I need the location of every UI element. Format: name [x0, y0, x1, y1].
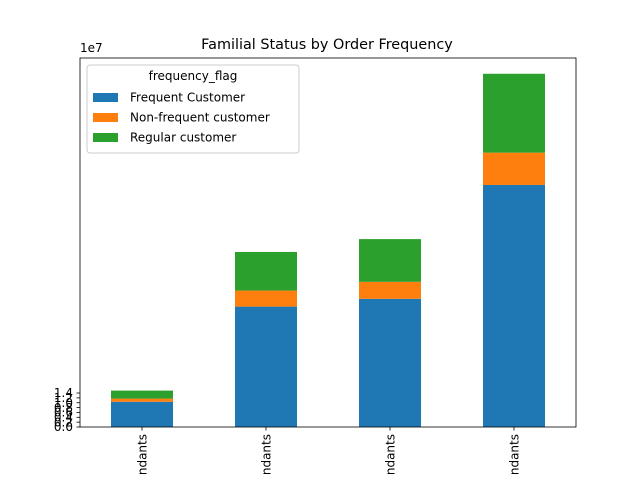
legend-box — [86, 64, 300, 154]
axes-frame — [79, 57, 577, 428]
legend-label-3: Regular customer — [130, 131, 236, 145]
legend: frequency_flag Frequent Customer Non-frequ… — [86, 64, 300, 154]
bar-segment-1-category-4 — [483, 184, 545, 427]
legend-swatch-1 — [93, 93, 118, 102]
bar-segment-2-category-3 — [359, 281, 421, 299]
bar-segment-2-category-1 — [111, 398, 173, 402]
y-tick-label: 1.4 — [54, 386, 73, 400]
y-tick-label: 1.2 — [54, 391, 73, 405]
y-tick-label: 0.4 — [54, 410, 73, 424]
bar-segment-2-category-4 — [483, 152, 545, 185]
bars-layer — [111, 73, 545, 427]
x-tick-label: ndants — [260, 434, 274, 475]
y-tick-label: 0.6 — [54, 406, 73, 420]
chart-title: Familial Status by Order Frequency — [201, 37, 453, 53]
legend-swatch-2 — [93, 113, 118, 122]
x-tick-label: ndants — [384, 434, 398, 475]
y-tick-label: 1.0 — [54, 396, 73, 410]
y-axis-offset-label: 1e7 — [80, 41, 103, 55]
bar-segment-3-category-4 — [483, 73, 545, 153]
axes-layer: 0.00.20.40.60.81.01.21.4 ndants ndants ndan… — [54, 57, 577, 475]
legend-swatch-3 — [93, 133, 118, 142]
bar-segment-1-category-3 — [359, 298, 421, 427]
bar-segment-1-category-1 — [111, 401, 173, 427]
x-tick-label: ndants — [508, 434, 522, 475]
bar-segment-3-category-2 — [235, 251, 297, 291]
bar-segment-2-category-2 — [235, 290, 297, 307]
y-tick-label: 0.8 — [54, 401, 73, 415]
x-tick-label: ndants — [136, 434, 150, 475]
legend-label-2: Non-frequent customer — [130, 111, 270, 125]
legend-title: frequency_flag — [149, 69, 238, 83]
bar-segment-3-category-3 — [359, 239, 421, 282]
legend-label-1: Frequent Customer — [130, 91, 245, 105]
y-tick-label: 0.2 — [54, 415, 73, 429]
y-tick-label: 0.0 — [54, 420, 73, 434]
bar-segment-3-category-1 — [111, 390, 173, 399]
bar-segment-1-category-2 — [235, 306, 297, 427]
